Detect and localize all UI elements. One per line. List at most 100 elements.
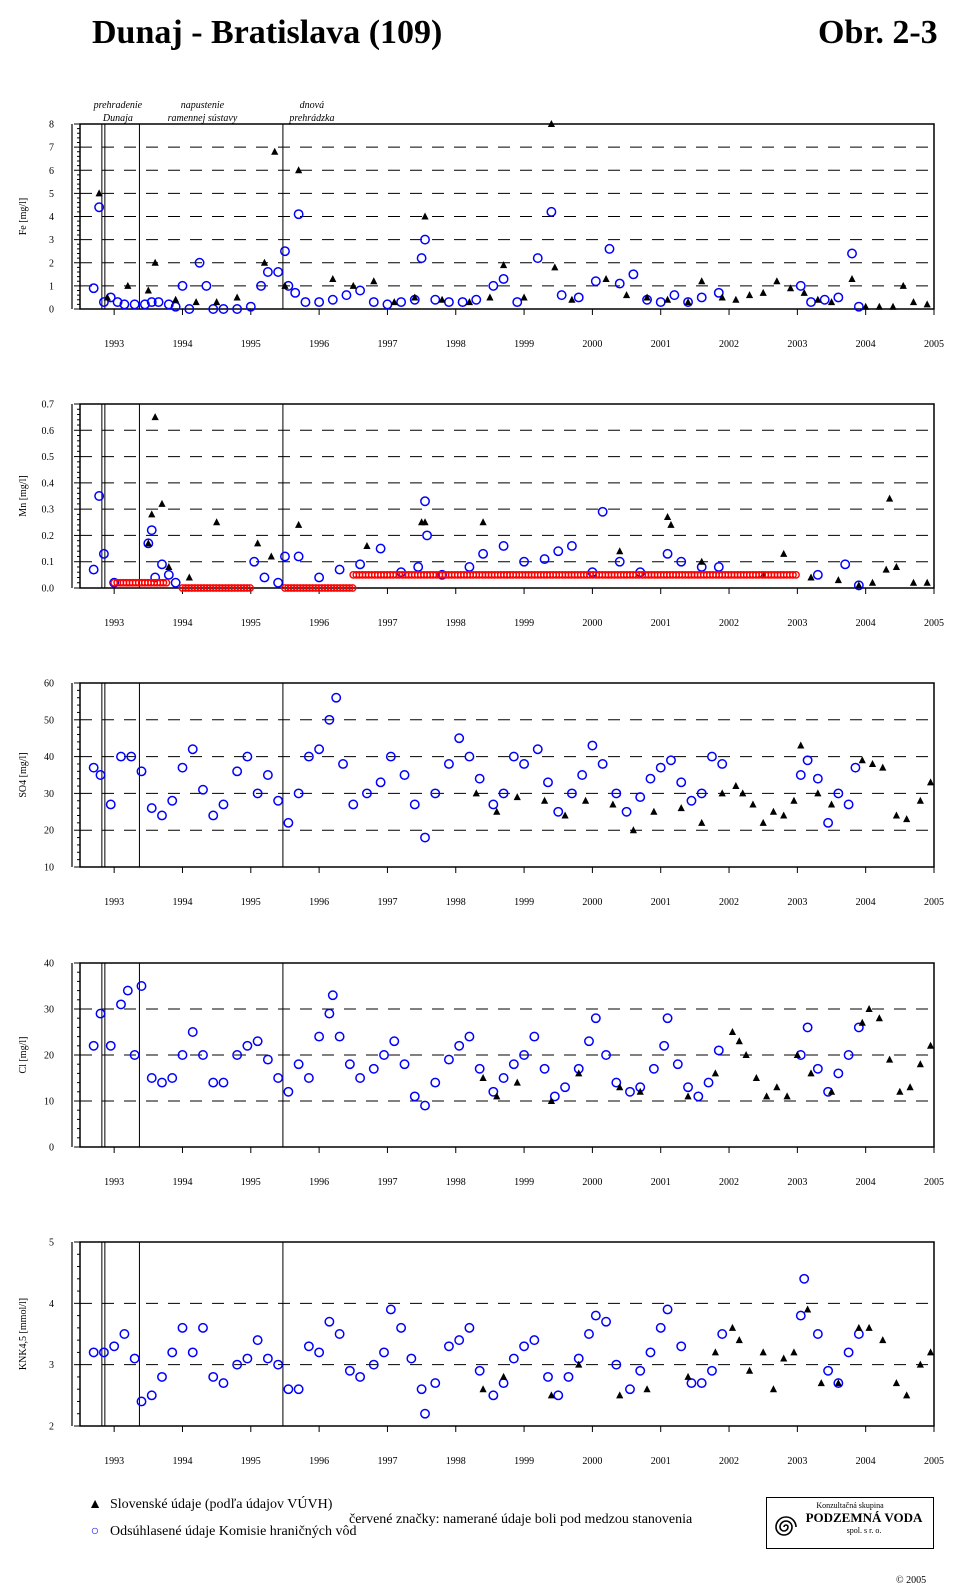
- data-point-agreed: [546, 206, 557, 217]
- data-point-agreed: [293, 551, 304, 562]
- data-point-slovak: [827, 800, 836, 808]
- y-tick-label: 20: [44, 1051, 54, 1062]
- y-tick-label: 3: [49, 1360, 54, 1371]
- data-point-agreed: [232, 304, 243, 314]
- x-tick-label: 1995: [241, 339, 261, 350]
- data-point-agreed: [676, 1341, 687, 1352]
- data-point-agreed: [163, 569, 174, 580]
- data-point-agreed: [498, 273, 509, 284]
- chart-panel-4: 0 10 20 30 40 1993 1994 1995 1996 1997 1998 1999 200…: [18, 959, 944, 1189]
- x-tick-label: 2002: [719, 897, 739, 908]
- data-point-slovak: [616, 547, 624, 555]
- data-point-agreed: [655, 762, 666, 773]
- data-point-slovak: [144, 539, 152, 547]
- data-point-agreed: [136, 766, 147, 777]
- data-point-agreed: [109, 577, 120, 588]
- data-point-agreed: [498, 1073, 509, 1083]
- x-tick-label: 1997: [377, 339, 397, 350]
- x-tick-label: 2000: [582, 1456, 602, 1467]
- data-point-slovak: [547, 1097, 556, 1104]
- event-label-line2: prehrádzka: [288, 113, 334, 124]
- data-point-agreed: [713, 287, 724, 298]
- data-point-agreed: [389, 1036, 400, 1047]
- event-label-line1: dnová: [300, 100, 324, 111]
- data-point-agreed: [604, 243, 615, 254]
- data-point-agreed: [666, 755, 676, 766]
- data-point-agreed: [396, 297, 407, 308]
- data-point-slovak: [745, 1366, 754, 1374]
- x-tick-label: 1993: [104, 339, 124, 350]
- data-point-agreed: [430, 1077, 441, 1088]
- x-tick-label: 1996: [309, 1456, 329, 1467]
- x-tick-label: 2000: [582, 618, 602, 629]
- data-point-below-limit: [246, 584, 255, 592]
- data-point-agreed: [146, 1073, 157, 1083]
- x-tick-label: 2000: [582, 1177, 602, 1188]
- data-point-slovak: [868, 578, 877, 586]
- y-tick-label: 5: [49, 189, 54, 200]
- data-point-agreed: [361, 788, 372, 799]
- data-point-agreed: [375, 543, 386, 554]
- data-point-slovak: [909, 298, 918, 306]
- data-point-agreed: [539, 1063, 550, 1074]
- data-point-agreed: [406, 1353, 417, 1364]
- y-tick-label: 0.1: [42, 557, 55, 568]
- data-point-slovak: [493, 1092, 501, 1100]
- data-point-agreed: [344, 1059, 355, 1070]
- data-point-slovak: [790, 796, 798, 804]
- data-point-agreed: [88, 564, 99, 575]
- data-point-below-limit: [792, 570, 800, 579]
- y-tick-label: 40: [44, 959, 54, 970]
- data-point-slovak: [916, 1360, 924, 1368]
- data-point-agreed: [519, 1050, 530, 1060]
- data-point-agreed: [273, 1073, 284, 1083]
- data-point-slovak: [158, 499, 166, 507]
- data-point-agreed: [443, 759, 454, 769]
- data-point-agreed: [454, 1040, 465, 1051]
- data-point-slovak: [865, 1323, 873, 1331]
- x-tick-label: 1994: [172, 1177, 192, 1188]
- data-point-agreed: [331, 692, 342, 703]
- data-point-agreed: [324, 1316, 335, 1327]
- data-point-slovak: [926, 1041, 935, 1049]
- data-point-agreed: [799, 1273, 810, 1284]
- data-point-agreed: [812, 773, 823, 784]
- y-tick-label: 40: [44, 752, 54, 763]
- x-tick-label: 1998: [446, 1177, 466, 1188]
- data-point-agreed: [655, 1322, 666, 1333]
- data-point-slovak: [568, 295, 576, 303]
- x-tick-label: 1998: [446, 897, 466, 908]
- data-point-slovak: [909, 578, 918, 586]
- x-tick-label: 1999: [514, 339, 534, 350]
- data-point-agreed: [98, 548, 109, 559]
- data-point-agreed: [443, 1054, 454, 1065]
- data-point-agreed: [198, 1322, 208, 1333]
- data-point-slovak: [892, 562, 901, 570]
- x-tick-label: 1997: [377, 1456, 397, 1467]
- data-point-agreed: [420, 1408, 430, 1419]
- logo-line1: Konzultačná skupina: [816, 1501, 884, 1510]
- data-point-slovak: [868, 759, 877, 767]
- data-point-slovak: [769, 807, 778, 815]
- data-point-slovak: [349, 281, 357, 289]
- x-tick-label: 1998: [446, 618, 466, 629]
- data-point-agreed: [519, 556, 530, 567]
- data-point-agreed: [187, 1027, 198, 1037]
- data-point-agreed: [177, 762, 188, 773]
- data-point-agreed: [119, 1329, 130, 1339]
- data-point-slovak: [486, 293, 494, 301]
- data-point-slovak: [390, 298, 398, 306]
- data-point-slovak: [295, 520, 303, 528]
- data-point-agreed: [262, 770, 273, 780]
- data-point-agreed: [94, 491, 105, 501]
- data-point-agreed: [290, 287, 301, 298]
- data-point-slovak: [499, 1372, 508, 1380]
- plot-frame: [79, 682, 935, 868]
- data-point-below-limit: [162, 578, 171, 587]
- data-point-agreed: [242, 1353, 253, 1364]
- data-point-agreed: [167, 1347, 178, 1358]
- data-point-agreed: [368, 297, 379, 308]
- data-point-agreed: [348, 799, 359, 810]
- data-point-agreed: [88, 1347, 99, 1358]
- data-point-agreed: [146, 803, 157, 814]
